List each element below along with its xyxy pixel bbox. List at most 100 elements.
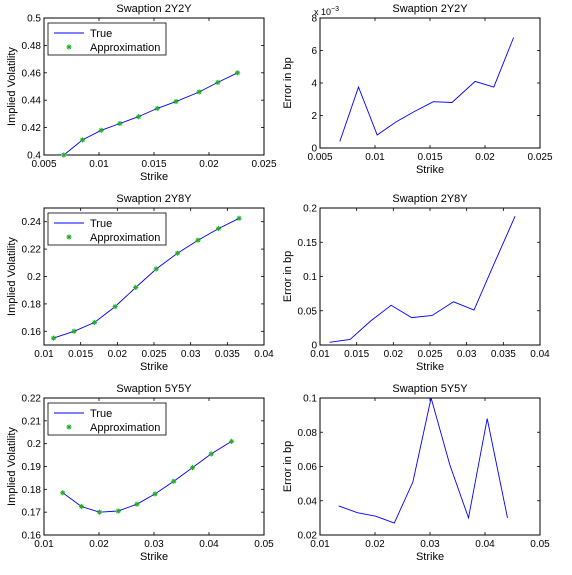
marker-stroke	[215, 80, 220, 85]
marker-stroke	[66, 424, 72, 430]
axes-frame	[319, 17, 541, 149]
marker-stroke	[171, 479, 176, 484]
approximation-marker	[136, 114, 142, 120]
approximation-marker	[134, 501, 140, 507]
legend-marker-swatch	[66, 234, 72, 240]
legend-label-true: True	[90, 28, 112, 40]
approximation-marker	[174, 250, 181, 256]
approximation-marker	[98, 127, 104, 133]
x-axis-label: Strike	[140, 361, 168, 373]
x-tick-label: 0.02	[384, 349, 404, 360]
chart-panel-3: Swaption 2Y8Y 0.01 0.015 0.02 0.025 0.03 0.035…	[6, 193, 274, 373]
approximation-marker	[208, 451, 214, 457]
x-tick-label: 0.025	[141, 349, 166, 360]
x-tick-label: 0.035	[215, 349, 240, 360]
marker-stroke	[216, 226, 221, 231]
legend-label-approximation: Approximation	[90, 42, 160, 54]
chart-title: Swaption 2Y2Y	[392, 3, 468, 15]
legend: True Approximation	[47, 22, 167, 56]
x-tick-label: 0.03	[457, 349, 477, 360]
marker-stroke	[133, 285, 138, 290]
marker-stroke	[196, 89, 202, 95]
x-tick-label: 0.01	[310, 349, 330, 360]
x-axis-label: Strike	[416, 164, 444, 176]
legend-box	[47, 22, 167, 56]
approximation-marker	[196, 89, 202, 95]
y-tick-label: 0.05	[298, 306, 318, 317]
y-axis-label: Implied Volatility	[6, 427, 18, 506]
legend: True Approximation	[47, 402, 167, 436]
x-tick-label: 0.01	[34, 539, 54, 550]
marker-stroke	[209, 451, 214, 457]
y-tick-label: 0.06	[298, 462, 318, 473]
approximation-marker	[115, 508, 121, 514]
y-tick-label: 0.5	[27, 14, 41, 25]
approximation-marker	[195, 237, 201, 243]
x-tick-label: 0.02	[199, 159, 219, 170]
marker-stroke	[99, 128, 104, 133]
y-tick-label: 8	[311, 14, 317, 25]
legend-box	[47, 212, 167, 246]
x-tick-label: 0.04	[530, 349, 550, 360]
x-axis-label: Strike	[140, 171, 168, 183]
approximation-marker	[71, 328, 77, 334]
x-tick-label: 0.015	[417, 152, 442, 163]
approximation-marker	[79, 137, 86, 143]
y-tick-label: 0.16	[22, 327, 42, 338]
marker-stroke	[116, 508, 121, 514]
legend-label-approximation: Approximation	[90, 422, 160, 434]
y-tick-label: 0.18	[22, 485, 42, 496]
y-tick-label: 0.48	[22, 41, 42, 52]
approximation-marker	[112, 304, 118, 310]
y-tick-label: 0.24	[22, 217, 42, 228]
y-tick-label: 0.44	[22, 96, 42, 107]
x-tick-label: 0.005	[307, 152, 332, 163]
x-tick-label: 0.025	[417, 349, 442, 360]
marker-stroke	[155, 106, 160, 111]
marker-stroke	[235, 70, 240, 75]
y-tick-label: 0.04	[298, 496, 318, 507]
x-tick-label: 0.02	[365, 539, 385, 550]
legend-marker-swatch	[66, 44, 72, 50]
marker-stroke	[80, 137, 85, 143]
y-tick-label: 2	[311, 111, 317, 122]
y-tick-label: 0.46	[22, 68, 42, 79]
marker-stroke	[154, 266, 159, 272]
y-tick-label: 0.08	[298, 428, 318, 439]
x-tick-label: 0.015	[344, 349, 369, 360]
chart-title: Swaption 2Y2Y	[116, 3, 192, 15]
marker-stroke	[79, 504, 84, 509]
y-axis-label: Implied Volatility	[6, 237, 18, 316]
y-tick-label: 0.4	[27, 151, 41, 162]
approximation-marker	[215, 79, 221, 85]
approximation-marker	[189, 465, 196, 471]
series-line-error	[329, 216, 516, 343]
approximation-marker	[173, 98, 179, 105]
y-axis-label: Error in bp	[282, 57, 294, 108]
x-tick-label: 0.05	[254, 539, 274, 550]
x-tick-label: 0.015	[68, 349, 93, 360]
x-tick-label: 0.04	[199, 539, 219, 550]
y-tick-label: 0.17	[22, 508, 42, 519]
marker-stroke	[97, 509, 102, 515]
x-tick-label: 0.04	[475, 539, 495, 550]
y-tick-label: 0.1	[303, 272, 317, 283]
approximation-marker	[235, 70, 241, 76]
marker-stroke	[152, 491, 158, 497]
chart-panel-2: Swaption 2Y2Y 0.005 0.01 0.015 0.02 0.025 0 2 4 6…	[282, 3, 553, 176]
chart-panel-1: Swaption 2Y2Y 0.005 0.01 0.015 0.02 0.025 0.4 0…	[6, 3, 277, 183]
x-tick-label: 0.035	[491, 349, 516, 360]
x-tick-label: 0.04	[254, 349, 274, 360]
approximation-marker	[92, 319, 98, 325]
marker-stroke	[66, 234, 72, 240]
chart-panel-5: Swaption 5Y5Y 0.01 0.02 0.03 0.04 0.05 0.16 0.1…	[6, 383, 274, 563]
marker-stroke	[136, 114, 141, 119]
y-tick-label: 0.21	[22, 416, 42, 427]
approximation-marker	[50, 335, 57, 341]
x-tick-label: 0.01	[365, 152, 385, 163]
approximation-marker	[117, 120, 123, 127]
approximation-marker	[236, 215, 242, 221]
marker-stroke	[229, 439, 234, 444]
